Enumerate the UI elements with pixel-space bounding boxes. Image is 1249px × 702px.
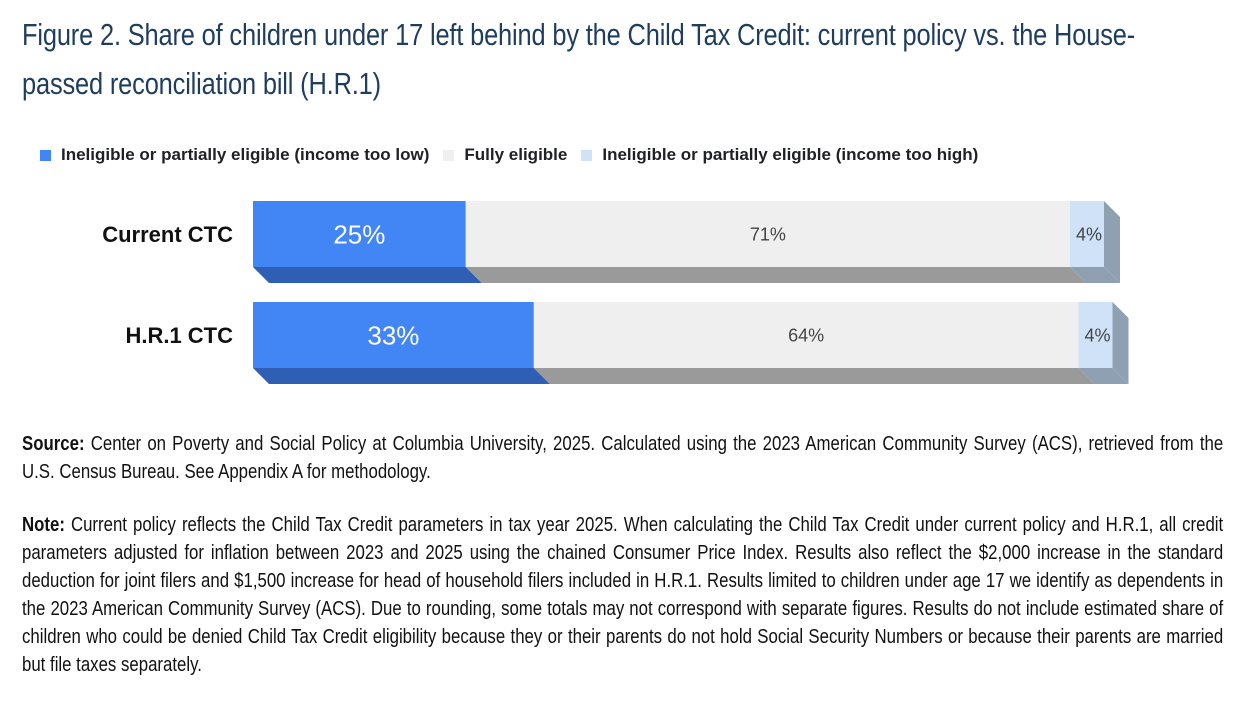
bar-segment-current-ctc-fully-eligible xyxy=(465,201,1070,267)
bar-segment-hr1-ctc-fully-eligible xyxy=(533,302,1079,368)
category-label-hr1-ctc: H.R.1 CTC xyxy=(125,323,233,348)
source-note: Source: Center on Poverty and Social Pol… xyxy=(22,430,1224,486)
chart-legend: Ineligible or partially eligible (income… xyxy=(40,142,992,168)
bar-depth-hr1-ctc-income-too-low xyxy=(253,368,550,384)
bar-depth-hr1-ctc-income-too-high xyxy=(1078,368,1129,384)
legend-label-fully-eligible: Fully eligible xyxy=(464,145,568,164)
legend-item-income-too-high: Ineligible or partially eligible (income… xyxy=(581,145,978,165)
legend-swatch-fully-eligible xyxy=(443,149,455,161)
legend-label-income-too-high: Ineligible or partially eligible (income… xyxy=(602,145,979,164)
source-label: Source: xyxy=(22,433,85,455)
source-text: Center on Poverty and Social Policy at C… xyxy=(22,433,1224,483)
note-label: Note: xyxy=(22,514,65,536)
legend-swatch-income-too-high xyxy=(581,149,593,161)
bar-depth-hr1-ctc-fully-eligible xyxy=(533,368,1095,384)
data-label-current-ctc-fully-eligible: 71% xyxy=(750,224,786,244)
stacked-bar-chart: Current CTC 25% 71% 4% H.R.1 CTC 33% 64% 4% xyxy=(102,201,1129,384)
legend-label-income-too-low: Ineligible or partially eligible (income… xyxy=(61,145,430,164)
bar-side-current-ctc xyxy=(1104,201,1120,283)
bar-depth-current-ctc-income-too-low xyxy=(253,267,482,283)
category-label-current-ctc: Current CTC xyxy=(102,222,233,247)
bar-segment-hr1-ctc-income-too-high xyxy=(1078,302,1113,368)
figure-title: Figure 2. Share of children under 17 lef… xyxy=(22,17,1136,101)
legend-item-income-too-low: Ineligible or partially eligible (income… xyxy=(40,145,429,165)
note-text: Current policy reflects the Child Tax Cr… xyxy=(22,514,1224,676)
bar-side-hr1-ctc xyxy=(1112,302,1129,384)
bar-segment-current-ctc-income-too-low xyxy=(253,201,466,267)
legend-swatch-income-too-low xyxy=(40,149,51,161)
data-label-hr1-ctc-income-too-low: 33% xyxy=(367,320,419,350)
bar-segment-hr1-ctc-income-too-low xyxy=(253,302,534,368)
bar-depth-current-ctc-income-too-high xyxy=(1069,267,1120,283)
methodology-note: Note: Current policy reflects the Child … xyxy=(22,511,1224,679)
legend-item-fully-eligible: Fully eligible xyxy=(443,145,567,165)
bar-depth-current-ctc-fully-eligible xyxy=(465,267,1086,283)
data-label-hr1-ctc-income-too-high: 4% xyxy=(1084,325,1110,345)
data-label-current-ctc-income-too-low: 25% xyxy=(333,219,385,249)
data-label-hr1-ctc-fully-eligible: 64% xyxy=(788,325,824,345)
data-label-current-ctc-income-too-high: 4% xyxy=(1076,224,1102,244)
bar-segment-current-ctc-income-too-high xyxy=(1069,201,1104,267)
